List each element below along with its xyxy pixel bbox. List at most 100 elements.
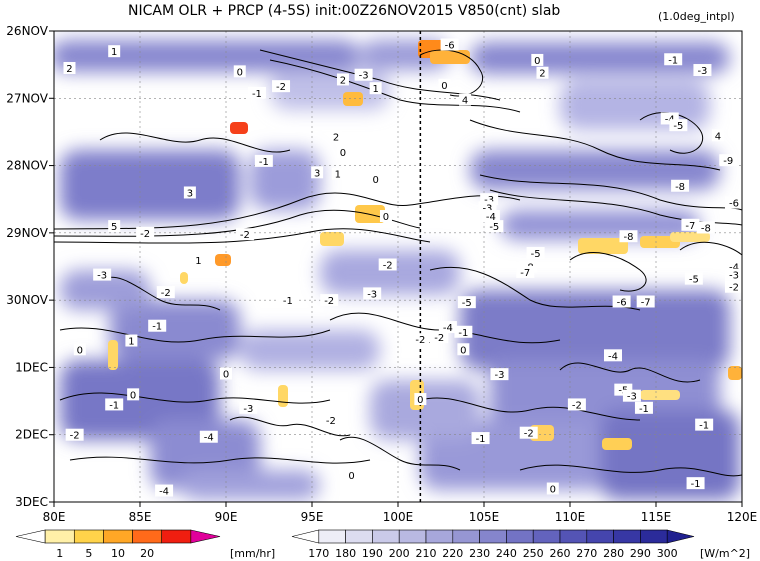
- svg-text:-5: -5: [689, 275, 699, 286]
- precip-tick-2: 10: [111, 547, 125, 560]
- olr-blob-9: [470, 150, 720, 190]
- svg-text:0: 0: [77, 345, 83, 356]
- precip-unit: [mm/hr]: [230, 547, 275, 560]
- contour-label-8: -6: [440, 38, 459, 51]
- contour-label-48: 1: [192, 253, 205, 267]
- contour-label-63: -1: [454, 325, 473, 339]
- contour-label-2: 0: [233, 65, 246, 78]
- svg-text:0: 0: [130, 390, 136, 401]
- contour-label-16: -5: [669, 119, 688, 132]
- contour-label-45: -5: [684, 272, 703, 286]
- contour-label-81: -2: [519, 426, 538, 440]
- olr-swatch-5: [425, 529, 454, 544]
- svg-text:-2: -2: [415, 335, 425, 346]
- contour-label-33: -2: [136, 226, 155, 240]
- olr-blob-14: [600, 410, 740, 500]
- olr-blob-11: [460, 290, 730, 370]
- precip-swatch-5: [161, 529, 192, 544]
- contour-label-67: -4: [604, 349, 622, 362]
- svg-text:-5: -5: [489, 222, 499, 233]
- contour-label-64: -2: [411, 333, 430, 346]
- olr-tick-6: 230: [469, 547, 490, 560]
- contour-label-52: -2: [320, 294, 339, 307]
- precip-swatch-1: [44, 529, 75, 544]
- contour-label-20: 0: [336, 146, 349, 159]
- contour-label-86: -1: [686, 477, 705, 490]
- contour-line-0: [54, 192, 521, 230]
- contour-label-18: -9: [719, 154, 738, 167]
- olr-swatch-11: [586, 529, 614, 544]
- contour-line-8: [489, 189, 742, 226]
- olr-swatch-1: [318, 529, 346, 544]
- precip-swatch-4: [132, 529, 163, 544]
- olr-swatch-6: [452, 529, 480, 544]
- contour-label-10: 4: [459, 93, 472, 107]
- contour-line-23: [569, 252, 647, 292]
- contour-line-19: [679, 241, 742, 256]
- contour-label-79: -2: [321, 413, 340, 427]
- contour-line-4: [269, 59, 521, 113]
- olr-blob-4: [110, 300, 240, 360]
- precip-swatch-3: [103, 529, 133, 544]
- olr-tick-9: 260: [550, 547, 571, 560]
- contour-line-2: [54, 228, 431, 244]
- contour-label-11: 0: [531, 53, 544, 67]
- olr-tick-8: 250: [523, 547, 544, 560]
- svg-text:-7: -7: [685, 221, 695, 232]
- contour-label-35: 0: [379, 210, 392, 223]
- svg-text:2: 2: [66, 64, 72, 75]
- contour-label-37: -8: [696, 221, 715, 234]
- contour-label-6: -3: [354, 68, 373, 82]
- y-tick-label-0: 26NOV: [6, 24, 48, 38]
- contour-label-70: 0: [127, 388, 140, 401]
- svg-text:1: 1: [195, 256, 201, 267]
- precip-patch-8: [670, 232, 710, 242]
- x-tick-label-7: 115E: [641, 510, 672, 524]
- contour-label-84: 0: [345, 469, 358, 482]
- svg-text:5: 5: [111, 222, 117, 233]
- olr-swatch-9: [532, 529, 561, 544]
- precip-tick-3: 20: [140, 547, 154, 560]
- svg-text:-6: -6: [729, 199, 739, 210]
- olr-blob-8: [320, 250, 460, 295]
- svg-text:-3: -3: [729, 271, 739, 282]
- olr-unit: [W/m^2]: [700, 547, 750, 560]
- svg-text:-1: -1: [252, 89, 262, 100]
- contour-label-25: 3: [183, 186, 196, 199]
- precip-patch-14: [728, 366, 742, 380]
- contour-label-26: -8: [671, 179, 690, 193]
- precip-colorbar: 1 5 10 20: [15, 529, 221, 560]
- contour-label-75: -1: [634, 401, 653, 415]
- olr-blob-2: [470, 42, 730, 74]
- svg-text:-7: -7: [641, 297, 651, 308]
- contour-label-41: -7: [516, 265, 535, 279]
- svg-text:1: 1: [128, 337, 134, 348]
- svg-text:-1: -1: [259, 157, 269, 168]
- contour-label-55: -7: [636, 295, 655, 308]
- y-tick-label-3: 29NOV: [6, 226, 48, 240]
- svg-text:-1: -1: [699, 421, 709, 432]
- contour-labels: 120-2-12-31-60402-1-3-4-54-9-1021303-8-6…: [63, 38, 742, 498]
- precip-patch-4: [355, 205, 385, 223]
- svg-text:-8: -8: [701, 223, 711, 234]
- svg-text:-2: -2: [240, 230, 250, 241]
- y-tick-label-7: 3DEC: [15, 495, 48, 509]
- olr-blob-10: [500, 210, 700, 240]
- precip-tick-1: 5: [85, 547, 92, 560]
- precip-field: [108, 40, 742, 450]
- contour-label-23: 3: [311, 166, 324, 179]
- svg-text:-2: -2: [729, 283, 739, 294]
- olr-blob-20: [60, 270, 150, 310]
- contour-label-53: -5: [457, 296, 476, 309]
- contour-label-69: -1: [105, 398, 124, 411]
- svg-text:-1: -1: [458, 328, 468, 339]
- contour-label-73: -3: [622, 389, 641, 403]
- contour-label-1: 2: [63, 62, 76, 75]
- precip-patch-1: [430, 50, 470, 64]
- olr-swatch-0: [291, 529, 320, 544]
- contour-label-51: -1: [278, 294, 297, 307]
- contour-label-34: -2: [235, 228, 254, 241]
- contour-label-43: -3: [725, 268, 742, 282]
- x-tick-label-6: 110E: [555, 510, 586, 524]
- svg-text:2: 2: [333, 133, 339, 144]
